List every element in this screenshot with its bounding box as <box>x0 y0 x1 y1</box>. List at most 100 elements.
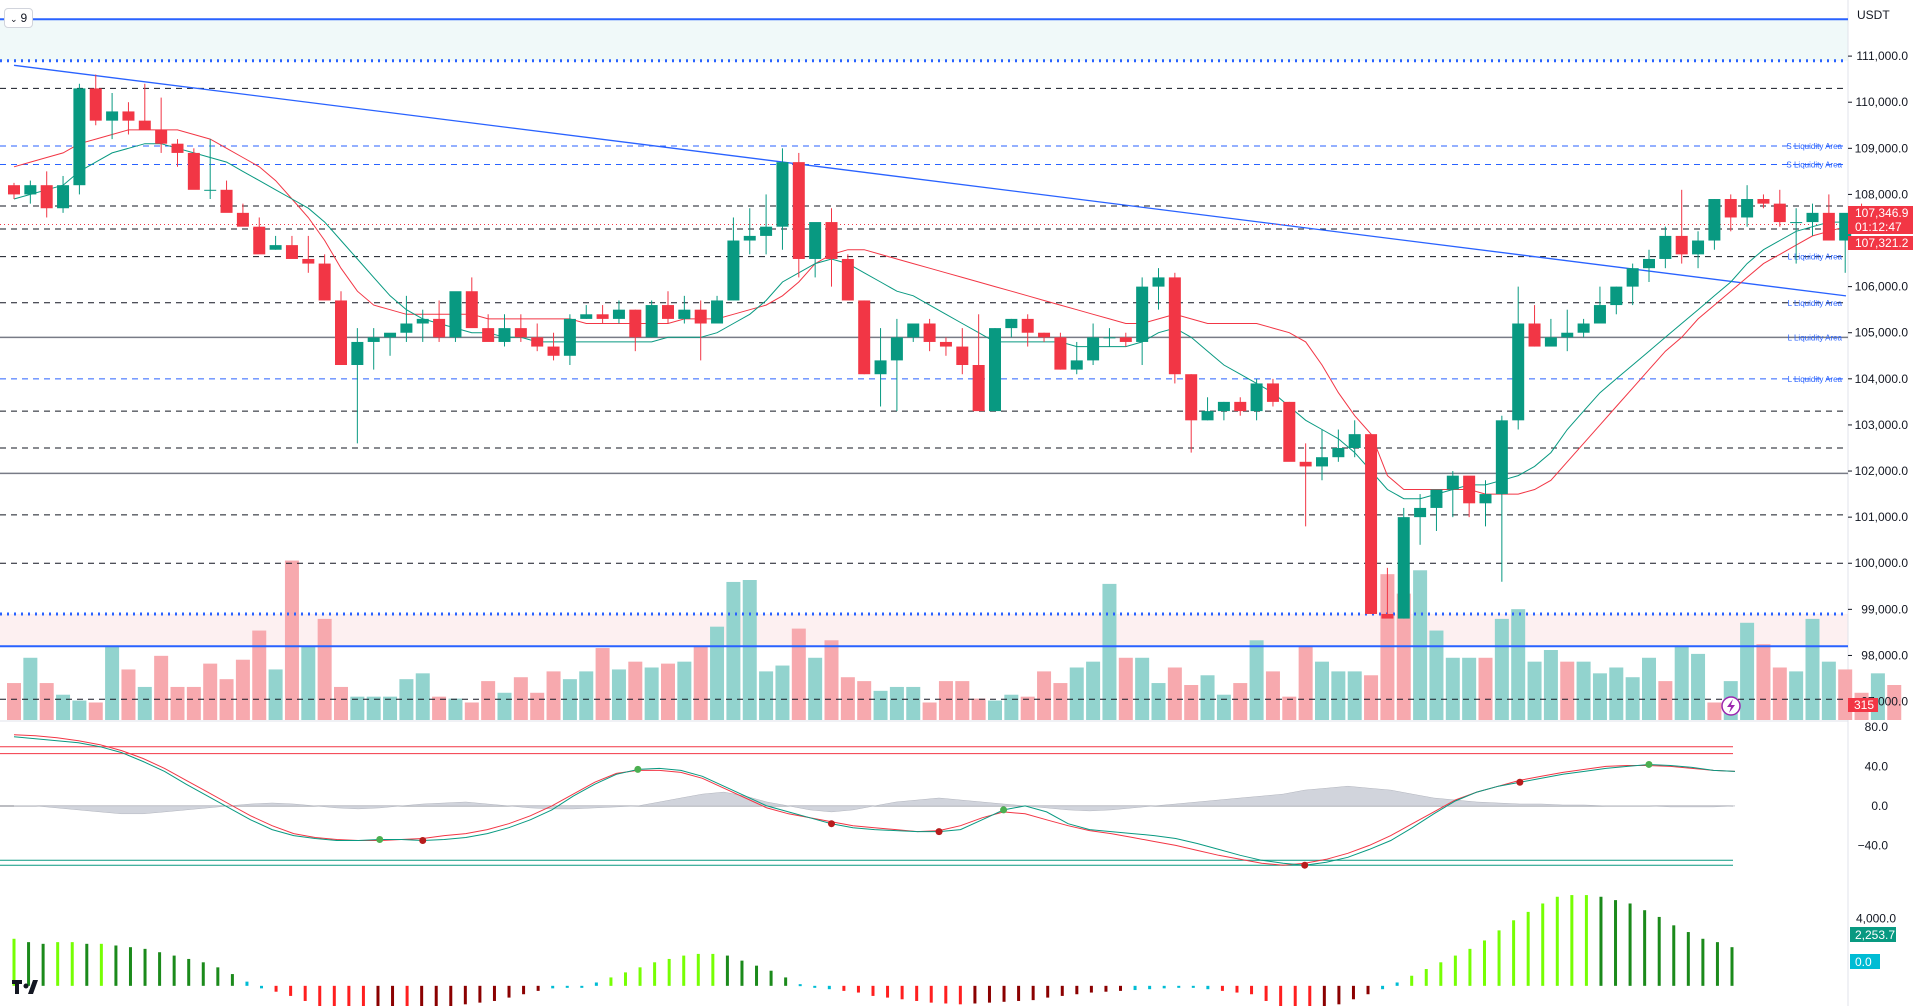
candle-body <box>351 341 364 365</box>
volume-bar <box>1740 622 1755 720</box>
volume-bar <box>1053 683 1068 720</box>
chart-grid-layer <box>0 0 1849 1006</box>
candle-body <box>1528 323 1541 347</box>
volume-bar <box>1135 657 1150 720</box>
volume-bar <box>1004 694 1019 720</box>
candle-body <box>989 328 1001 412</box>
candle-body <box>1757 199 1770 204</box>
candles-layer <box>8 74 1868 619</box>
momentum-bar <box>1410 975 1414 986</box>
candle-body <box>531 337 544 347</box>
candle-body <box>1217 401 1230 412</box>
volume-bar <box>840 677 855 720</box>
volume-bar <box>1543 650 1558 720</box>
candle-body <box>1495 420 1508 495</box>
volume-bar <box>1772 667 1787 720</box>
momentum-bar <box>70 942 74 986</box>
momentum-bar <box>27 942 31 986</box>
candle-body <box>302 258 315 264</box>
volume-bar <box>1887 685 1902 720</box>
candle-body <box>1806 212 1819 223</box>
candle-body <box>187 152 200 190</box>
momentum-bar <box>507 985 511 998</box>
price-axis-label: 110,000.0 <box>1856 95 1909 109</box>
volume-bar <box>1396 593 1411 720</box>
volume-bar <box>39 683 54 720</box>
candle-body <box>841 258 854 301</box>
momentum-bar <box>886 985 890 998</box>
momentum-bar <box>682 955 686 986</box>
candle-body <box>1822 212 1835 241</box>
candle-body <box>1283 401 1296 462</box>
volume-bar <box>906 686 921 720</box>
momentum-bar <box>1715 942 1719 986</box>
oscillator-axis-label: −40.0 <box>1858 838 1889 852</box>
volume-bar <box>252 630 267 720</box>
momentum-bar <box>361 985 365 1006</box>
volume-bar <box>955 681 970 720</box>
volume-bar <box>1184 685 1199 720</box>
candle-body <box>1299 461 1312 467</box>
lightning-icon[interactable] <box>1721 696 1741 716</box>
momentum-bar <box>1060 985 1064 996</box>
volume-bar <box>154 655 169 720</box>
momentum-bar <box>594 982 598 986</box>
countdown-badge: 01:12:47 <box>1855 220 1902 234</box>
candle-body <box>923 323 936 342</box>
candle-body <box>1201 411 1214 421</box>
candle-body <box>335 300 347 365</box>
candle-body <box>1038 332 1051 338</box>
candle-body <box>1430 489 1443 508</box>
momentum-bar <box>1657 916 1661 986</box>
momentum-bar <box>1468 948 1472 986</box>
candle-body <box>972 365 985 412</box>
volume-bar <box>235 659 250 720</box>
volume-bar <box>1086 661 1101 720</box>
price-axis-label: 104,000.0 <box>1855 372 1909 386</box>
momentum-bar <box>696 953 700 986</box>
volume-bar <box>1102 583 1117 720</box>
volume-bar <box>1527 661 1542 720</box>
candle-body <box>318 263 331 301</box>
momentum-bar <box>987 985 991 1003</box>
candle-body <box>874 360 887 375</box>
candle-body <box>711 300 724 324</box>
momentum-bar <box>1555 896 1559 986</box>
volume-bar <box>775 665 790 720</box>
candle-body <box>1610 286 1623 306</box>
momentum-bar <box>1672 925 1676 986</box>
volume-bar <box>1020 696 1035 720</box>
momentum-bar <box>1497 930 1501 986</box>
candle-body <box>1087 337 1100 361</box>
interval-selector-button[interactable]: ⌄ 9 <box>4 8 34 28</box>
volume-bar <box>1282 696 1297 720</box>
momentum-bar <box>609 977 613 986</box>
momentum-bar <box>1628 903 1632 986</box>
candle-body <box>1005 318 1018 329</box>
price-axis[interactable]: 111,000.0 110,000.0 109,000.0 108,000.0 107,… <box>1848 49 1909 709</box>
candle-body <box>155 129 168 144</box>
volume-bar <box>366 696 381 720</box>
momentum-bar <box>172 955 176 986</box>
momentum-bar <box>769 970 773 986</box>
volume-bar <box>1642 657 1656 720</box>
volume-bar <box>1560 661 1575 720</box>
last-price-badge: 107,346.9 <box>1855 206 1909 220</box>
momentum-bar <box>318 985 322 1006</box>
volume-bar <box>301 646 316 720</box>
candle-body <box>678 309 691 319</box>
oscillator-axis-label: 0.0 <box>1871 799 1888 813</box>
candle-body <box>1593 305 1606 324</box>
momentum-bar <box>915 985 919 1001</box>
momentum-bar <box>653 962 657 986</box>
momentum-bar <box>551 985 555 989</box>
countdown-badge-bg <box>1848 220 1913 234</box>
momentum-bar <box>1264 985 1268 1001</box>
volume-bar <box>1364 675 1379 720</box>
momentum-bar <box>1148 985 1152 990</box>
candle-body <box>106 111 119 121</box>
candle-body <box>1397 517 1410 619</box>
volume-bar <box>1494 618 1509 720</box>
momentum-bar <box>405 985 409 1006</box>
